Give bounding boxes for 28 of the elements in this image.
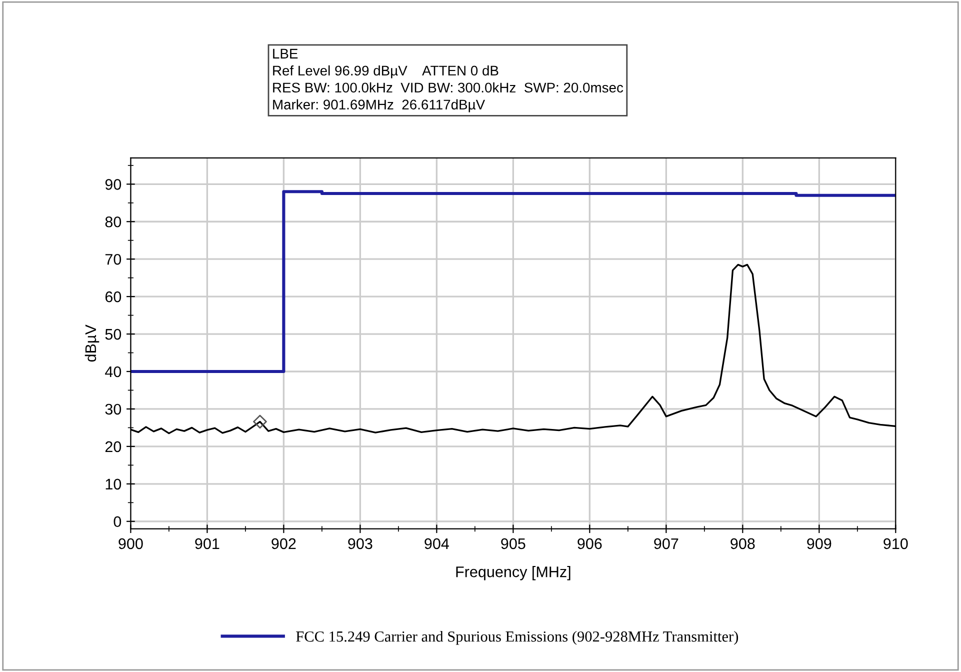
x-tick-label: 910 xyxy=(884,538,908,550)
legend-label: FCC 15.249 Carrier and Spurious Emissions (902-928MHz Transmitter) xyxy=(296,630,738,645)
text: RES BW: 100.0kHz VID BW: 300.0kHz SWP: 20.0msec xyxy=(273,82,624,93)
x-tick-label: 904 xyxy=(424,538,449,550)
x-tick-label: 909 xyxy=(807,538,832,550)
x-tick-label: 903 xyxy=(348,538,372,550)
y-tick-label: 70 xyxy=(105,254,122,265)
y-tick-label: 50 xyxy=(105,328,122,340)
y-tick-label: 10 xyxy=(106,478,122,490)
x-tick-label: 901 xyxy=(195,538,220,550)
text: Marker: 901.69MHz 26.6117dBµV xyxy=(273,99,486,112)
text: LBE xyxy=(273,48,298,58)
x-tick-label: 906 xyxy=(578,538,602,550)
x-tick-label: 905 xyxy=(501,538,526,550)
x-tick-label: 902 xyxy=(272,538,296,550)
y-tick-label: 90 xyxy=(105,179,122,190)
x-axis-title: Frequency [MHz] xyxy=(456,566,570,580)
x-tick-label: 900 xyxy=(118,538,143,550)
y-axis-title: dBµV xyxy=(84,324,100,362)
y-tick-label: 30 xyxy=(105,404,122,415)
text: Ref Level 96.99 dBµV ATTEN 0 dB xyxy=(273,65,498,78)
x-tick-label: 907 xyxy=(654,538,678,550)
y-tick-label: 0 xyxy=(114,516,122,528)
y-tick-label: 40 xyxy=(105,366,122,378)
x-tick-label: 908 xyxy=(730,538,755,550)
y-tick-label: 60 xyxy=(105,291,122,302)
y-tick-label: 80 xyxy=(105,216,122,228)
y-tick-label: 20 xyxy=(105,441,122,452)
